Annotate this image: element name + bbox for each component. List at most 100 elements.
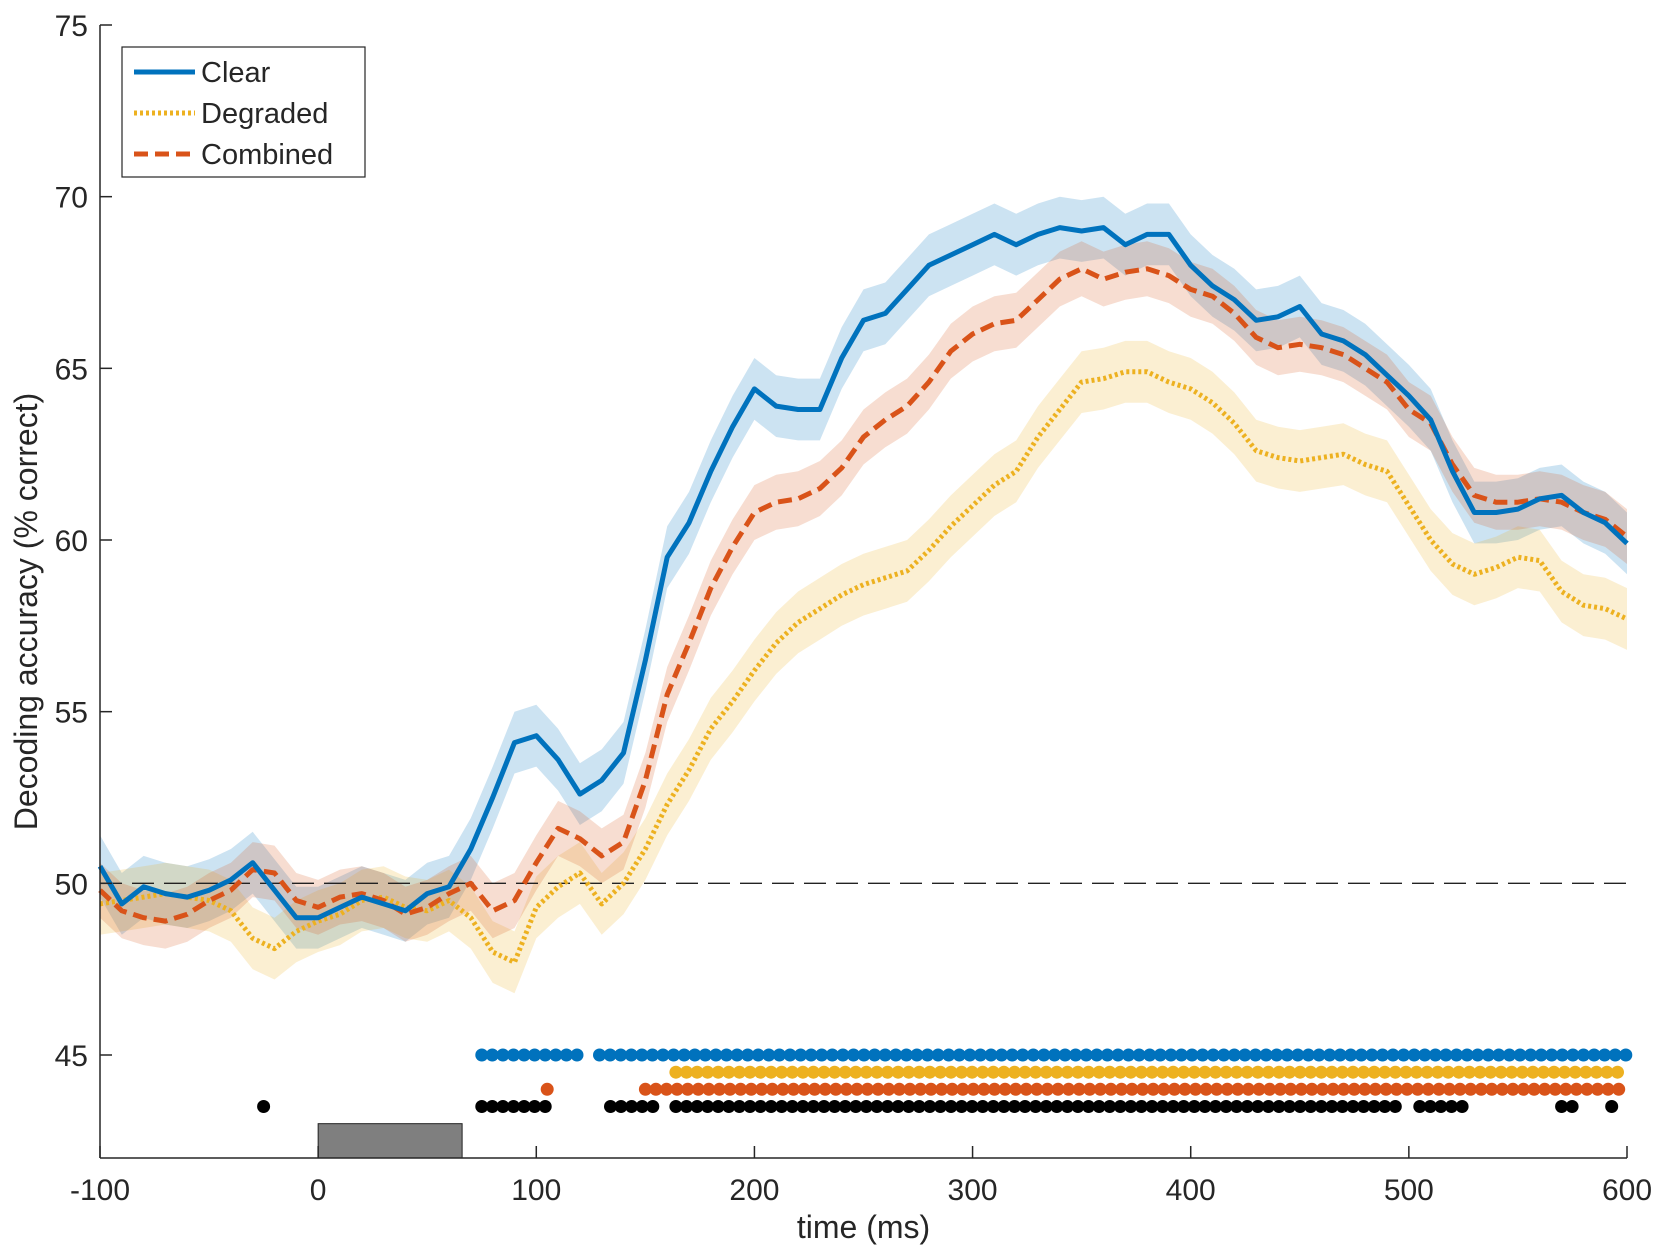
- y-tick-label: 75: [55, 10, 88, 43]
- sig-dot-degraded: [1473, 1065, 1487, 1079]
- sig-dot-degraded: [1505, 1065, 1519, 1079]
- sig-dot-combined: [765, 1082, 779, 1096]
- sig-dot-clear: [1513, 1048, 1527, 1062]
- sig-dot-any: [1565, 1100, 1579, 1113]
- sig-dot-degraded: [1462, 1065, 1476, 1079]
- sig-dot-combined: [797, 1082, 811, 1096]
- sig-dot-degraded: [669, 1065, 683, 1079]
- sig-dot-any: [257, 1100, 271, 1113]
- sig-dot-combined: [1358, 1082, 1372, 1096]
- sig-dot-any: [1367, 1100, 1381, 1113]
- sig-dot-combined: [903, 1082, 917, 1096]
- sig-dot-any: [891, 1100, 905, 1113]
- sig-dot-any: [1219, 1100, 1233, 1113]
- sig-dot-degraded: [1420, 1065, 1434, 1079]
- sig-dot-degraded: [1071, 1065, 1085, 1079]
- sig-dot-any: [976, 1100, 990, 1113]
- sig-dot-any: [1071, 1100, 1085, 1113]
- sig-dot-any: [986, 1100, 1000, 1113]
- sig-dot-combined: [1326, 1082, 1340, 1096]
- sig-dot-clear: [1111, 1048, 1125, 1062]
- sig-dot-clear: [1291, 1048, 1305, 1062]
- sig-dot-any: [1039, 1100, 1053, 1113]
- sig-dot-clear: [1566, 1048, 1580, 1062]
- sig-dot-combined: [670, 1082, 684, 1096]
- sig-dot-combined: [913, 1082, 927, 1096]
- sig-dot-any: [1198, 1100, 1212, 1113]
- sig-dot-degraded: [1187, 1065, 1201, 1079]
- sig-dot-degraded: [1579, 1065, 1593, 1079]
- sig-dot-combined: [1559, 1082, 1573, 1096]
- sig-dot-degraded: [1526, 1065, 1540, 1079]
- sig-dot-clear: [570, 1048, 584, 1062]
- sig-dot-clear: [751, 1048, 765, 1062]
- sig-dot-degraded: [828, 1065, 842, 1079]
- sig-dot-combined: [712, 1082, 726, 1096]
- sig-dot-clear: [1122, 1048, 1135, 1062]
- sig-dot-any: [1357, 1100, 1371, 1113]
- sig-dot-any: [1445, 1100, 1458, 1113]
- sig-dot-degraded: [1240, 1065, 1254, 1079]
- sig-dot-degraded: [690, 1065, 704, 1079]
- legend-label-degraded: Degraded: [201, 98, 328, 130]
- sig-dot-combined: [1591, 1082, 1605, 1096]
- sig-dot-degraded: [1304, 1065, 1318, 1079]
- sig-dot-clear: [1227, 1048, 1241, 1062]
- sig-dot-any: [1156, 1100, 1170, 1113]
- sig-dot-any: [604, 1100, 617, 1113]
- x-tick-label: 500: [1384, 1174, 1434, 1207]
- sig-dot-clear: [1259, 1048, 1273, 1062]
- sig-dot-combined: [1527, 1082, 1541, 1096]
- sig-dot-any: [722, 1100, 736, 1113]
- sig-dot-any: [1378, 1100, 1392, 1113]
- sig-dot-clear: [538, 1048, 552, 1062]
- band-combined: [100, 241, 1627, 949]
- sig-dot-clear: [549, 1048, 563, 1062]
- legend: Clear Degraded Combined: [121, 46, 366, 178]
- sig-dot-clear: [1196, 1048, 1210, 1062]
- y-axis-label: Decoding accuracy (% correct): [8, 393, 44, 830]
- sig-dot-combined: [1210, 1082, 1224, 1096]
- sig-dot-combined: [1569, 1082, 1583, 1096]
- sig-dot-any: [690, 1100, 704, 1113]
- confidence-bands: [100, 196, 1627, 994]
- sig-dot-clear: [1206, 1048, 1220, 1062]
- sig-dot-degraded: [1198, 1065, 1212, 1079]
- sig-dot-degraded: [1177, 1065, 1191, 1079]
- sig-dot-any: [1230, 1100, 1244, 1113]
- sig-dot-clear: [698, 1048, 712, 1062]
- sig-dot-degraded: [1335, 1065, 1349, 1079]
- sig-dot-combined: [1252, 1082, 1266, 1096]
- sig-dot-degraded: [701, 1065, 715, 1079]
- sig-dot-combined: [1083, 1082, 1097, 1096]
- x-tick-label: -100: [70, 1174, 130, 1207]
- sig-dot-combined: [1453, 1082, 1467, 1096]
- sig-dot-any: [1423, 1100, 1437, 1113]
- sig-dot-clear: [1502, 1048, 1516, 1062]
- sig-dot-clear: [1143, 1048, 1157, 1062]
- legend-label-clear: Clear: [201, 57, 271, 89]
- sig-dot-degraded: [1293, 1065, 1307, 1079]
- sig-dot-degraded: [1050, 1065, 1064, 1079]
- sig-dot-clear: [1132, 1048, 1146, 1062]
- sig-dot-any: [923, 1100, 937, 1113]
- sig-dot-any: [625, 1100, 639, 1113]
- axes: -100 0 100 200 300 400 500 600 45 50 55 60 65 70 75 tim…: [8, 10, 1652, 1245]
- sig-dot-degraded: [1082, 1065, 1095, 1079]
- sig-dot-clear: [1249, 1048, 1262, 1062]
- sig-dot-degraded: [1399, 1065, 1413, 1079]
- sig-dot-degraded: [944, 1065, 958, 1079]
- sig-dot-any: [1103, 1100, 1117, 1113]
- sig-dot-degraded: [965, 1065, 979, 1079]
- sig-dot-degraded: [1494, 1065, 1508, 1079]
- y-tick-label: 65: [55, 353, 88, 386]
- sig-dot-clear: [507, 1048, 520, 1062]
- sig-dot-any: [1177, 1100, 1191, 1113]
- band-degraded: [100, 340, 1627, 994]
- sig-dot-degraded: [1166, 1065, 1180, 1079]
- sig-dot-any: [1145, 1100, 1159, 1113]
- sig-dot-degraded: [1431, 1065, 1445, 1079]
- sig-dot-clear: [1587, 1048, 1601, 1062]
- sig-dot-clear: [1450, 1048, 1463, 1062]
- sig-dot-degraded: [1314, 1065, 1328, 1079]
